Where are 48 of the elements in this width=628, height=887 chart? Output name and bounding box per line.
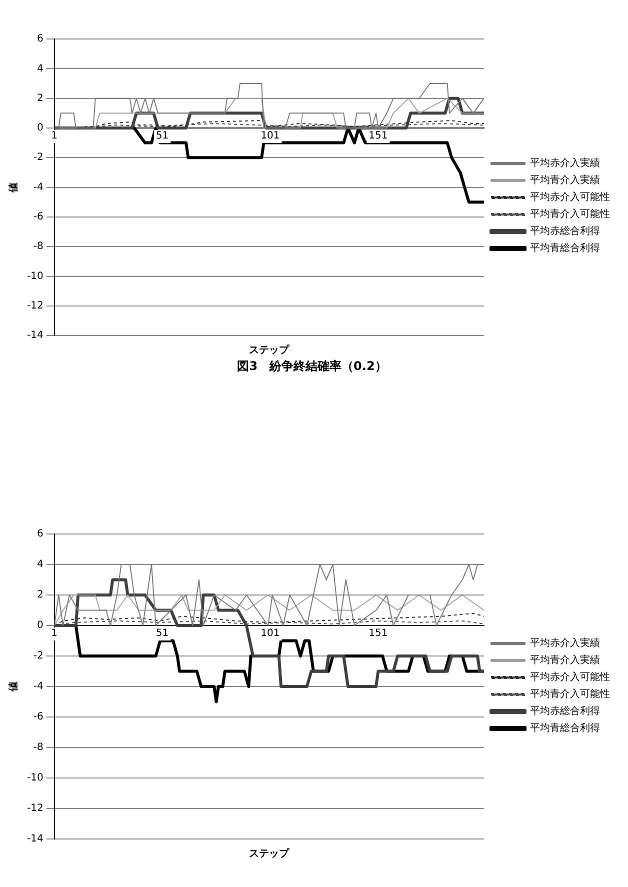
y-tick-label: -14 [26, 330, 44, 342]
x-tick-label: 101 [260, 130, 280, 142]
legend-label: 平均赤介入可能性 [530, 191, 610, 204]
y-tick-label: -10 [26, 270, 44, 282]
x-tick-label: 151 [368, 130, 388, 142]
legend-label: 平均青総合利得 [530, 242, 600, 254]
y-tick-label: -10 [26, 772, 44, 784]
y-tick-label: -14 [26, 834, 44, 845]
y-tick-label: -4 [33, 681, 44, 692]
y-tick-label: 6 [36, 34, 44, 45]
x-axis-title: ステップ [249, 344, 290, 356]
legend-label: 平均赤総合利得 [530, 705, 600, 718]
x-tick-label: 1 [51, 130, 58, 142]
y-axis-title: 値 [8, 682, 20, 692]
legend-label: 平均青総合利得 [530, 722, 600, 734]
legend-label: 平均青介入可能性 [530, 688, 610, 700]
text: 図3 紛争終結確率（0.2） [237, 358, 387, 373]
y-tick-label: -6 [33, 212, 44, 223]
y-tick-label: -8 [33, 241, 44, 252]
y-tick-label: 2 [36, 590, 44, 601]
legend-label: 平均赤介入可能性 [530, 671, 610, 684]
line-series [54, 612, 484, 626]
x-tick-label: 51 [156, 628, 169, 640]
y-tick-label: -12 [26, 803, 44, 814]
y-tick-label: -2 [33, 650, 44, 662]
x-axis-title: ステップ [249, 848, 290, 860]
legend-label: 平均青介入実績 [530, 654, 600, 666]
y-tick-label: -8 [33, 742, 44, 754]
y-tick-label: 4 [36, 63, 44, 74]
x-tick-label: 101 [260, 628, 280, 640]
y-tick-label: -12 [26, 300, 44, 312]
legend-label: 平均青介入実績 [530, 174, 600, 186]
y-tick-label: 6 [36, 528, 44, 540]
y-tick-label: 0 [36, 620, 44, 632]
legend-label: 平均赤介入実績 [530, 157, 600, 170]
y-tick-label: -6 [33, 712, 44, 723]
x-tick-label: 151 [368, 628, 388, 640]
x-tick-label: 51 [156, 130, 169, 142]
y-tick-label: -2 [33, 152, 44, 164]
y-tick-label: 2 [36, 92, 44, 104]
y-tick-label: -4 [33, 182, 44, 193]
x-tick-label: 1 [51, 628, 58, 640]
y-tick-label: 0 [36, 122, 44, 134]
legend-label: 平均赤総合利得 [530, 225, 600, 238]
y-tick-label: 4 [36, 559, 44, 570]
legend-label: 平均青介入可能性 [530, 208, 610, 220]
y-axis-title: 値 [8, 182, 20, 194]
legend-label: 平均赤介入実績 [530, 637, 600, 650]
